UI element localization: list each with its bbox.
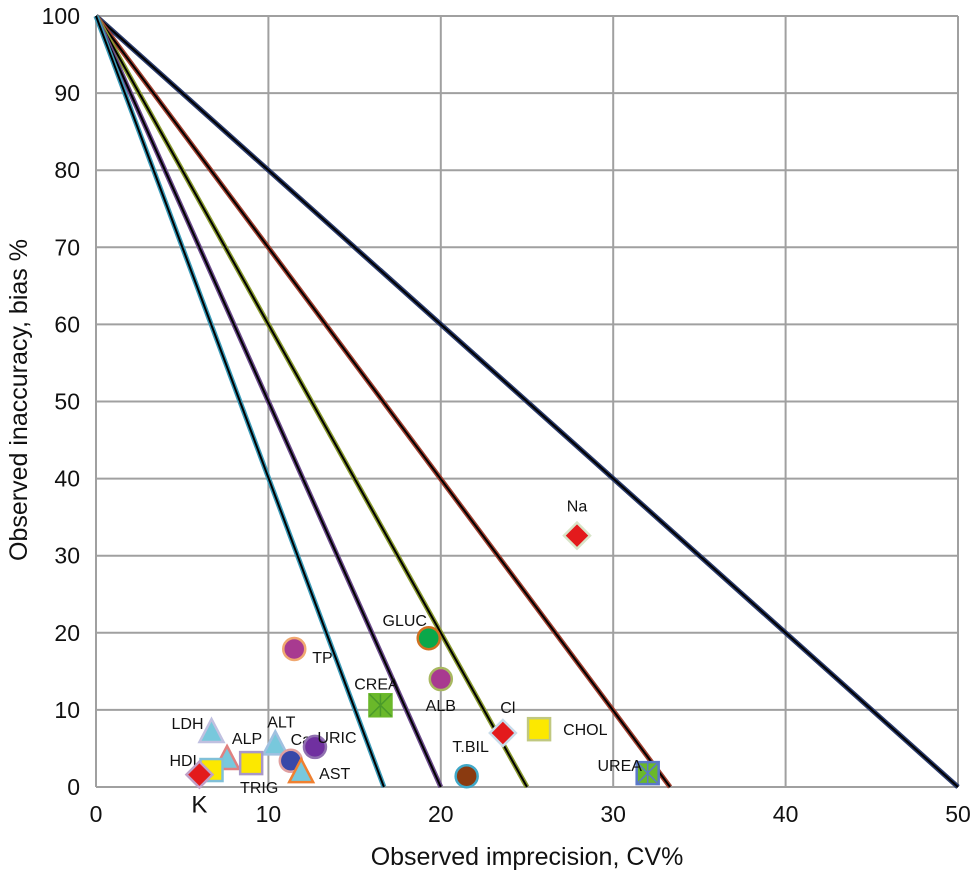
point-label: Cl <box>500 700 515 717</box>
marker-alb <box>428 666 454 692</box>
reference-line-core <box>95 15 959 788</box>
y-tick-label: 100 <box>42 3 80 29</box>
marker-trig <box>238 750 264 776</box>
marker-uric <box>302 734 328 760</box>
marker-cl <box>488 718 518 748</box>
data-points: NaGLUCTPALBCREAClCHOLUREAT.BILLDHALPALTC… <box>170 499 660 819</box>
x-tick-label: 50 <box>945 801 971 827</box>
point-label: T.BIL <box>452 739 489 756</box>
point-label: ALP <box>232 731 262 748</box>
x-tick-label: 40 <box>773 801 799 827</box>
y-tick-label: 30 <box>54 543 80 569</box>
y-tick-label: 50 <box>54 389 80 415</box>
point-label: CHOL <box>563 722 608 739</box>
point-label: TP <box>312 650 332 667</box>
x-tick-label: 10 <box>256 801 282 827</box>
point-label: K <box>191 792 207 819</box>
y-tick-label: 90 <box>54 80 80 106</box>
marker-chol <box>526 716 552 742</box>
marker-ast <box>287 756 316 784</box>
tick-labels: 0 10 20 30 40 50 0 10 20 30 40 50 60 70 80 90 100 <box>42 3 971 827</box>
point-label: ALB <box>426 698 456 715</box>
y-tick-label: 20 <box>54 620 80 646</box>
y-tick-label: 80 <box>54 157 80 183</box>
marker-tp <box>282 636 307 662</box>
point-label: TRIG <box>240 780 278 797</box>
marker-na <box>562 520 592 551</box>
marker-tbil <box>454 763 479 789</box>
x-tick-label: 0 <box>90 801 103 827</box>
reference-line-core <box>95 15 385 788</box>
marker-cross <box>636 761 660 785</box>
point-label: URIC <box>317 730 356 747</box>
x-tick-label: 20 <box>428 801 454 827</box>
reference-line-core <box>95 15 442 788</box>
marker-k <box>184 759 215 790</box>
y-tick-label: 70 <box>54 234 80 260</box>
point-label: Na <box>567 499 588 516</box>
point-label: AST <box>319 766 350 783</box>
reference-line-core <box>95 15 528 788</box>
y-tick-label: 0 <box>67 774 80 800</box>
y-tick-label: 40 <box>54 466 80 492</box>
y-tick-label: 60 <box>54 311 80 337</box>
point-label: ALT <box>267 714 295 731</box>
point-label: GLUC <box>383 613 427 630</box>
point-label: UREA <box>597 758 642 775</box>
y-tick-label: 10 <box>54 697 80 723</box>
y-axis-title: Observed inaccuracy, bias % <box>5 239 33 561</box>
x-tick-label: 30 <box>600 801 626 827</box>
marker-alt <box>261 728 290 756</box>
reference-lines <box>93 14 960 789</box>
point-label: LDH <box>172 716 204 733</box>
reference-line-core <box>95 15 671 788</box>
marker-ldh <box>197 716 226 744</box>
point-label: CREA <box>354 676 399 693</box>
marker-gluc <box>416 625 441 651</box>
marker-cross <box>368 693 392 717</box>
x-axis-title: Observed imprecision, CV% <box>371 843 684 871</box>
